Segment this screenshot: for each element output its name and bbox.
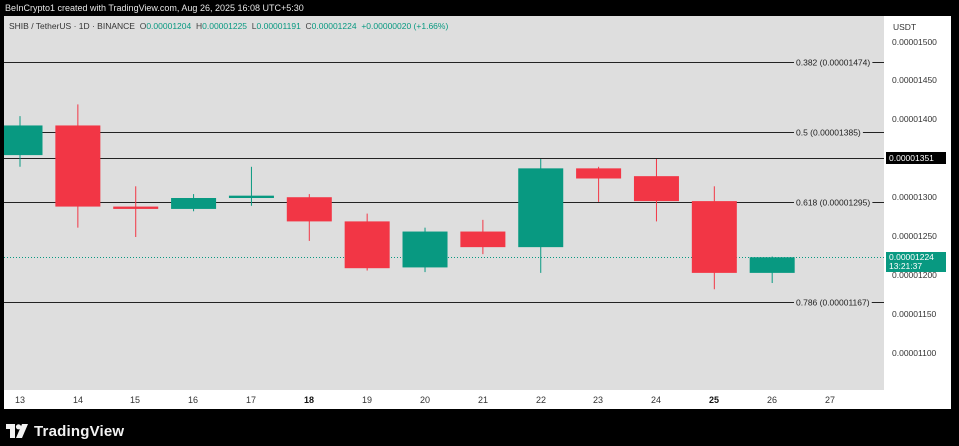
price-tick: 0.00001450 <box>892 75 937 85</box>
last-price-marker: 0.00001224 13:21:37 <box>886 252 946 272</box>
x-label: 19 <box>361 395 373 405</box>
x-label: 15 <box>129 395 141 405</box>
x-label: 25 <box>708 395 720 405</box>
price-tick: 0.00001100 <box>892 348 937 358</box>
price-tick: 0.00001500 <box>892 37 937 47</box>
x-label: 18 <box>303 395 315 405</box>
tradingview-brand: TradingView <box>34 422 125 440</box>
price-tick: 0.00001150 <box>892 309 937 319</box>
x-label: 24 <box>650 395 662 405</box>
candle-body <box>402 231 448 268</box>
low-label: L <box>251 21 257 31</box>
close-value: 0.00001224 <box>311 21 357 31</box>
x-label: 23 <box>592 395 604 405</box>
last-price-value: 0.00001224 <box>889 252 934 262</box>
x-label: 20 <box>419 395 431 405</box>
tradingview-logo-icon <box>6 424 28 438</box>
candle-body <box>286 197 332 222</box>
candle-body <box>691 201 737 273</box>
x-label: 27 <box>824 395 836 405</box>
candle-body <box>460 231 506 248</box>
fib-level-label-bg <box>794 126 863 139</box>
price-tick: 0.00001300 <box>892 192 937 202</box>
low-value: 0.00001191 <box>256 21 301 31</box>
candle-body <box>55 125 101 207</box>
candle-body <box>633 176 679 202</box>
chart-panel: 0.382 (0.00001474) 0.5 (0.00001385) 0.618 … <box>4 16 951 409</box>
symbol-legend: SHIB / TetherUS · 1D · BINANCE O0.000012… <box>9 21 448 31</box>
x-label: 22 <box>535 395 547 405</box>
open-label: O <box>139 21 147 31</box>
change-value: +0.00000020 (+1.66%) <box>361 21 449 31</box>
candle-body <box>171 198 217 209</box>
plot-area[interactable]: 0.382 (0.00001474) 0.5 (0.00001385) 0.618 … <box>4 16 884 390</box>
price-tick: 0.00001250 <box>892 231 937 241</box>
x-label: 26 <box>766 395 778 405</box>
fib-level-label-bg <box>794 296 872 309</box>
credit-text: BeInCrypto1 created with TradingView.com… <box>5 3 304 13</box>
candle-body <box>344 221 390 269</box>
currency-label: USDT <box>893 22 917 32</box>
candle-body <box>576 168 622 179</box>
high-value: 0.00001225 <box>202 21 248 31</box>
price-tick: 0.00001200 <box>892 270 937 280</box>
fib-level-label: 0.5 (0.00001385) <box>796 128 861 138</box>
close-label: C <box>305 21 312 31</box>
fib-level-label: 0.618 (0.00001295) <box>796 198 870 208</box>
x-label: 13 <box>14 395 26 405</box>
x-label: 21 <box>477 395 489 405</box>
fib-level-label: 0.382 (0.00001474) <box>796 58 870 68</box>
candle-body <box>113 206 159 209</box>
x-label: 16 <box>187 395 199 405</box>
fib-level-label: 0.786 (0.00001167) <box>796 298 870 308</box>
candle-body <box>518 168 564 248</box>
candlestick-chart: 0.382 (0.00001474) 0.5 (0.00001385) 0.618 … <box>4 56 884 309</box>
current-price-marker: 0.00001351 <box>886 152 946 164</box>
x-label: 17 <box>245 395 257 405</box>
countdown-timer: 13:21:37 <box>889 261 923 271</box>
fib-level-label-bg <box>794 56 873 69</box>
time-axis[interactable]: 13 14 15 16 17 18 19 20 21 22 23 24 25 2… <box>4 390 884 409</box>
open-value: 0.00001204 <box>146 21 192 31</box>
tradingview-footer: TradingView <box>6 420 124 442</box>
price-axis[interactable]: USDT 0.00001500 0.00001450 0.00001400 0.… <box>884 16 951 409</box>
candle-body <box>228 195 274 198</box>
x-label: 14 <box>72 395 84 405</box>
symbol-name: SHIB / TetherUS · 1D · BINANCE <box>9 21 135 31</box>
price-tick: 0.00001400 <box>892 114 937 124</box>
candle-body <box>749 257 795 273</box>
fib-level-label-bg <box>794 196 873 209</box>
candle-body <box>4 125 43 156</box>
high-label: H <box>195 21 203 31</box>
